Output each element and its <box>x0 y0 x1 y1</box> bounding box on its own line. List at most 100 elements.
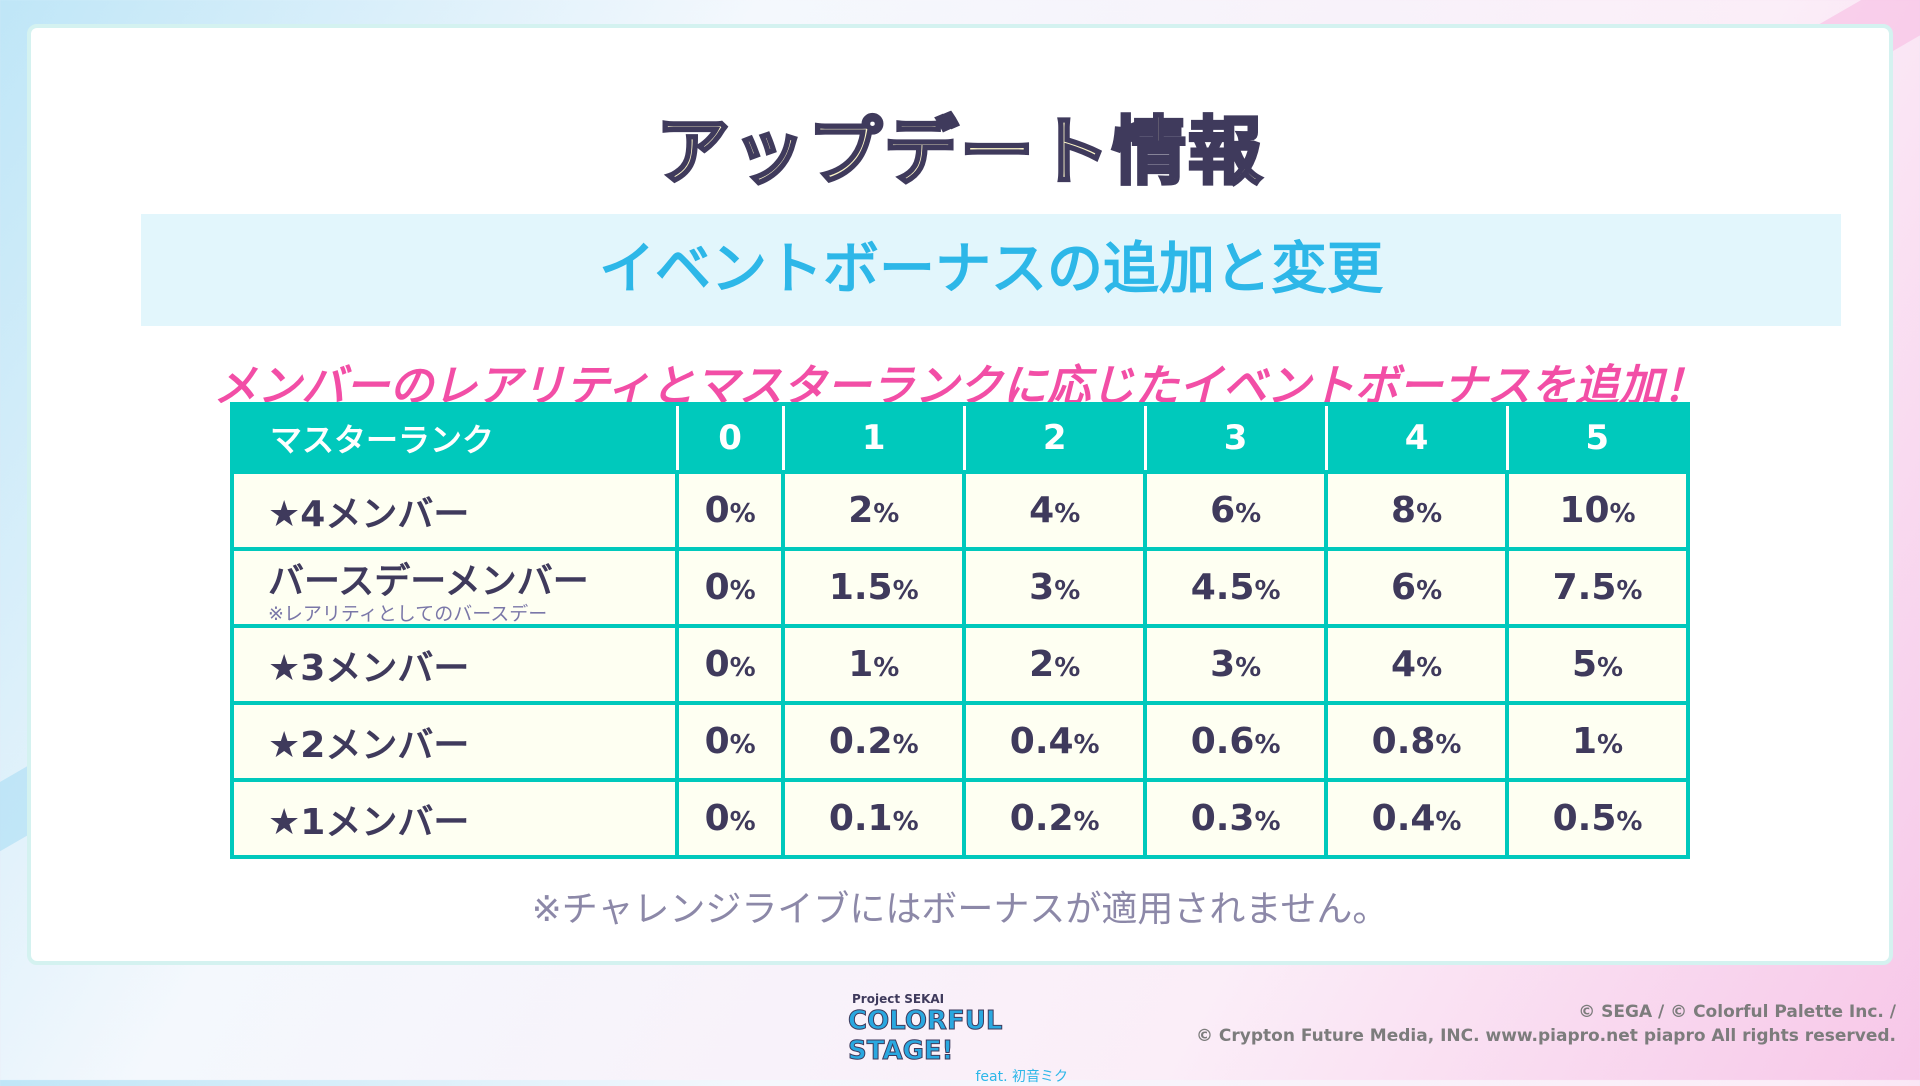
row-label: ★1メンバー <box>232 778 677 857</box>
bonus-cell: 7.5% <box>1505 547 1688 626</box>
bonus-cell: 3% <box>1143 624 1327 703</box>
percent-unit: % <box>1416 499 1443 529</box>
column-header: 1 <box>781 404 965 472</box>
bonus-value: 0.6 <box>1190 721 1255 762</box>
percent-unit: % <box>873 653 900 683</box>
row-label-text: ★4メンバー <box>268 493 470 535</box>
bonus-value: 0.2 <box>1009 798 1074 839</box>
bonus-value: 0.4 <box>1371 798 1436 839</box>
bonus-cell: 4% <box>962 470 1146 549</box>
percent-unit: % <box>892 576 919 606</box>
percent-unit: % <box>1235 653 1262 683</box>
bonus-value: 0 <box>704 721 730 762</box>
bonus-value: 0 <box>704 644 730 685</box>
table-row: ★3メンバー 0% 1% 2% 3% 4% 5% <box>232 624 1688 703</box>
row-header-title: マスターランク <box>232 404 677 472</box>
percent-unit: % <box>729 499 756 529</box>
bonus-cell: 10% <box>1505 470 1688 549</box>
bonus-cell: 1% <box>781 624 965 703</box>
copyright: © SEGA / © Colorful Palette Inc. / © Cry… <box>1196 1000 1896 1048</box>
bonus-table: マスターランク 0 1 2 3 4 5 ★4メンバー 0% 2% 4% 6% 8% 10% バースデーメン… <box>230 402 1690 859</box>
bonus-cell: 4% <box>1324 624 1508 703</box>
copyright-line: © SEGA / © Colorful Palette Inc. / <box>1578 1002 1896 1022</box>
percent-unit: % <box>1616 807 1643 837</box>
table-row: ★2メンバー 0% 0.2% 0.4% 0.6% 0.8% 1% <box>232 701 1688 780</box>
column-header: 2 <box>962 404 1146 472</box>
bonus-cell: 0.8% <box>1324 701 1508 780</box>
bonus-cell: 0% <box>674 547 784 626</box>
row-label-text: ★1メンバー <box>268 801 470 843</box>
bonus-value: 0.1 <box>828 798 893 839</box>
logo-line: feat. 初音ミク <box>975 1069 1068 1085</box>
bonus-value: 0 <box>704 490 730 531</box>
bonus-value: 6 <box>1391 567 1417 608</box>
percent-unit: % <box>1254 730 1281 760</box>
percent-unit: % <box>1254 576 1281 606</box>
bonus-cell: 5% <box>1505 624 1688 703</box>
section-heading: イベントボーナスの追加と変更 <box>141 214 1841 326</box>
row-label: ★2メンバー <box>232 701 677 780</box>
bonus-value: 1 <box>848 644 874 685</box>
bonus-cell: 0.4% <box>962 701 1146 780</box>
bonus-value: 4 <box>1029 490 1055 531</box>
bonus-value: 3 <box>1210 644 1236 685</box>
percent-unit: % <box>892 730 919 760</box>
percent-unit: % <box>729 576 756 606</box>
bonus-cell: 0.6% <box>1143 701 1327 780</box>
row-label-text: ★3メンバー <box>268 647 470 689</box>
bonus-cell: 8% <box>1324 470 1508 549</box>
bonus-value: 0 <box>704 567 730 608</box>
percent-unit: % <box>729 807 756 837</box>
bonus-value: 2 <box>1029 644 1055 685</box>
percent-unit: % <box>1416 653 1443 683</box>
row-label: ★4メンバー <box>232 470 677 549</box>
percent-unit: % <box>729 730 756 760</box>
table-row: バースデーメンバー ※レアリティとしてのバースデー 0% 1.5% 3% 4.5% 6% 7.… <box>232 547 1688 626</box>
column-header: 5 <box>1505 404 1688 472</box>
bonus-value: 1 <box>1571 721 1598 762</box>
bonus-value: 1.5 <box>828 567 893 608</box>
row-label-text: バースデーメンバー <box>268 560 589 602</box>
column-header: 0 <box>675 404 784 472</box>
bonus-cell: 0.2% <box>781 701 965 780</box>
bonus-cell: 0% <box>674 624 784 703</box>
footnote: ※チャレンジライブにはボーナスが適用されません。 <box>531 889 1389 930</box>
column-header: 3 <box>1143 404 1327 472</box>
bonus-cell: 0% <box>674 701 784 780</box>
bonus-cell: 3% <box>962 547 1146 626</box>
logo-line: Project SEKAI <box>852 992 945 1006</box>
bonus-cell: 6% <box>1143 470 1327 549</box>
bonus-cell: 0% <box>674 470 784 549</box>
bonus-value: 6 <box>1210 490 1236 531</box>
table-row: ★1メンバー 0% 0.1% 0.2% 0.3% 0.4% 0.5% <box>232 778 1688 857</box>
page-title: アップデート情報 <box>655 108 1264 197</box>
bonus-cell: 0.5% <box>1505 778 1688 857</box>
percent-unit: % <box>729 653 756 683</box>
bonus-value: 0 <box>704 798 730 839</box>
row-label: ★3メンバー <box>232 624 677 703</box>
bonus-value: 5 <box>1571 644 1598 685</box>
bonus-value: 0.2 <box>828 721 893 762</box>
bonus-cell: 0.1% <box>781 778 965 857</box>
bonus-value: 0.8 <box>1371 721 1436 762</box>
percent-unit: % <box>1435 807 1462 837</box>
copyright-line: © Crypton Future Media, INC. www.piapro.… <box>1196 1026 1896 1046</box>
bonus-value: 3 <box>1029 567 1055 608</box>
column-header: 4 <box>1324 404 1508 472</box>
game-logo: Project SEKAI COLORFUL STAGE! feat. 初音ミク <box>848 992 1078 1085</box>
percent-unit: % <box>1235 499 1262 529</box>
row-label-text: ★2メンバー <box>268 724 470 766</box>
bonus-value: 2 <box>848 490 874 531</box>
table-row: ★4メンバー 0% 2% 4% 6% 8% 10% <box>232 470 1688 549</box>
bonus-cell: 1% <box>1505 701 1688 780</box>
logo-line: COLORFUL STAGE! <box>848 1006 1003 1067</box>
percent-unit: % <box>1597 653 1624 683</box>
percent-unit: % <box>1054 653 1081 683</box>
bonus-value: 4 <box>1391 644 1417 685</box>
bonus-cell: 4.5% <box>1143 547 1327 626</box>
bonus-value: 4.5 <box>1190 567 1255 608</box>
percent-unit: % <box>1616 576 1643 606</box>
bonus-cell: 2% <box>781 470 965 549</box>
bonus-value: 0.5 <box>1552 798 1617 839</box>
percent-unit: % <box>1054 499 1081 529</box>
